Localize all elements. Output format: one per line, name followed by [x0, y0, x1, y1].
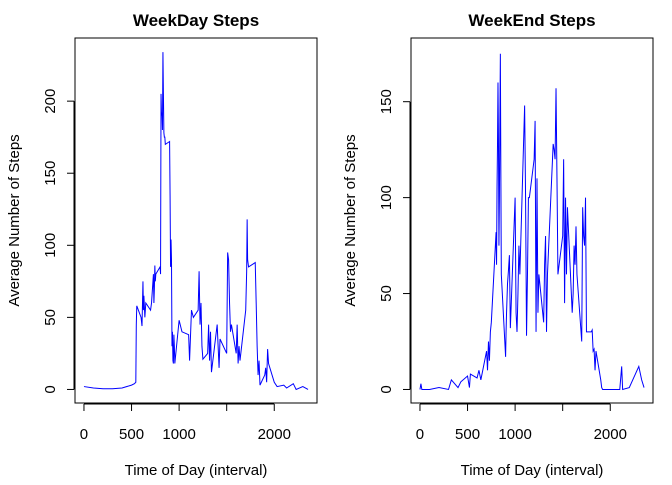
x-tick-label: 500: [119, 426, 144, 443]
x-tick-label: 2000: [258, 426, 291, 443]
y-axis-label: Average Number of Steps: [6, 134, 23, 306]
y-tick-label: 200: [42, 89, 59, 114]
plot-box: [74, 37, 318, 404]
y-tick-label: 150: [42, 161, 59, 186]
data-line: [419, 53, 645, 391]
x-tick-label: 500: [455, 426, 480, 443]
y-tick-label: 0: [378, 385, 395, 393]
x-tick-label: 0: [416, 426, 424, 443]
x-tick-label: 1000: [162, 426, 195, 443]
x-axis-label: Time of Day (interval): [461, 462, 604, 479]
chart-title: WeekDay Steps: [133, 11, 259, 30]
y-tick-label: 50: [378, 285, 395, 302]
y-tick-label: 100: [42, 233, 59, 258]
data-line: [83, 52, 309, 391]
y-tick-label: 0: [42, 385, 59, 393]
y-tick-label: 50: [42, 309, 59, 326]
y-tick-label: 100: [378, 185, 395, 210]
plot-box: [410, 37, 654, 404]
x-tick-label: 1000: [498, 426, 531, 443]
x-tick-label: 2000: [594, 426, 627, 443]
y-axis-label: Average Number of Steps: [342, 134, 359, 306]
y-tick-label: 150: [378, 89, 395, 114]
chart-title: WeekEnd Steps: [468, 11, 595, 30]
x-axis-label: Time of Day (interval): [125, 462, 268, 479]
x-tick-label: 0: [80, 426, 88, 443]
